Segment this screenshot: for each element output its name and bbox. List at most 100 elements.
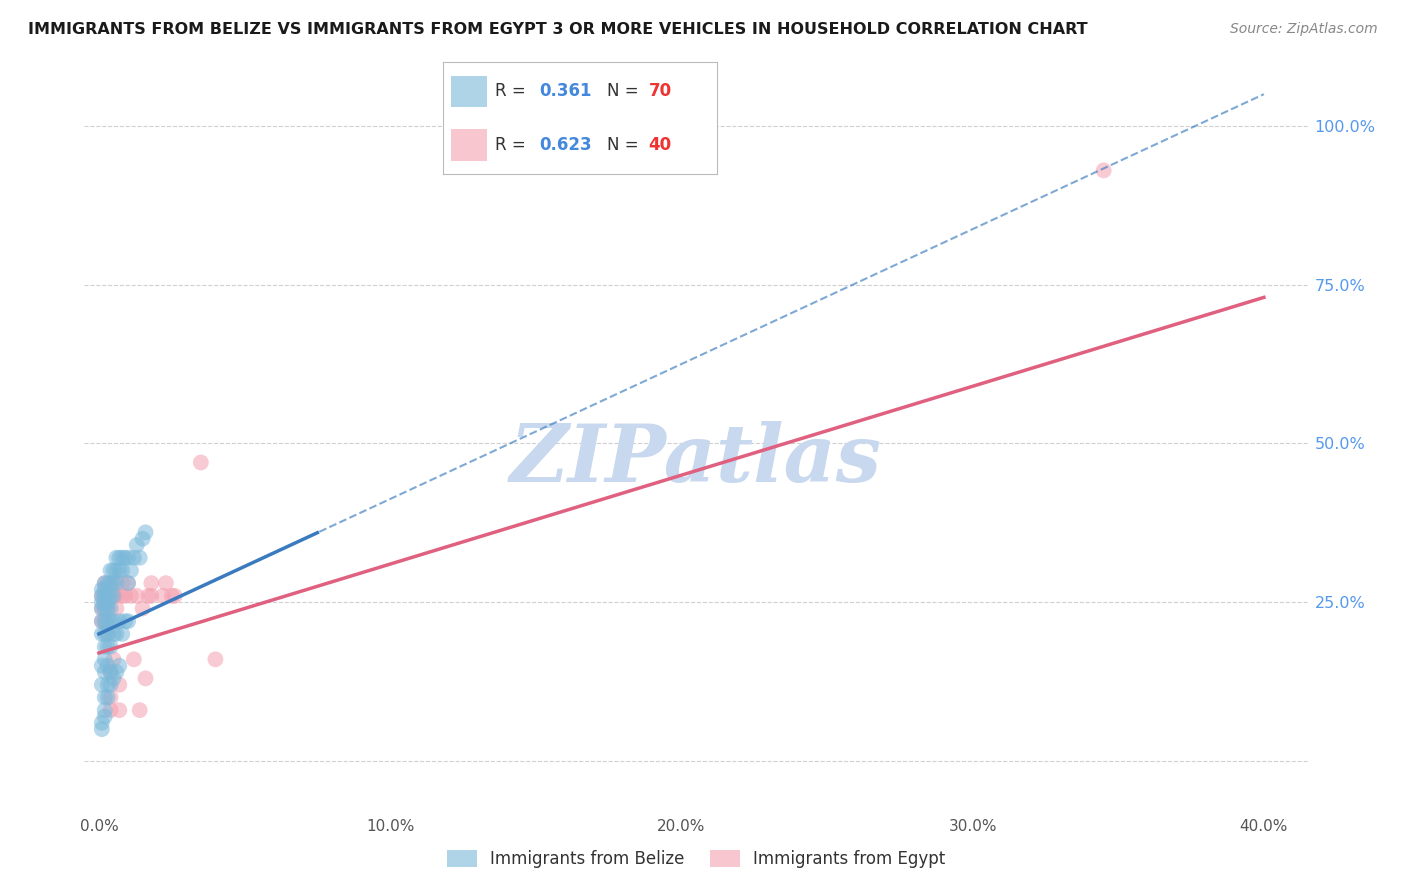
Point — [93, 652, 115, 666]
Text: 0.361: 0.361 — [538, 82, 592, 101]
Point — [190, 455, 212, 469]
Point — [93, 589, 115, 603]
Point — [105, 550, 128, 565]
Point — [114, 589, 136, 603]
Point — [108, 703, 131, 717]
Text: 40: 40 — [648, 136, 672, 154]
Point — [131, 601, 153, 615]
Bar — [451, 76, 486, 107]
Point — [111, 576, 134, 591]
Text: R =: R = — [495, 82, 531, 101]
Point — [105, 576, 128, 591]
Text: IMMIGRANTS FROM BELIZE VS IMMIGRANTS FROM EGYPT 3 OR MORE VEHICLES IN HOUSEHOLD : IMMIGRANTS FROM BELIZE VS IMMIGRANTS FRO… — [28, 22, 1088, 37]
Point — [117, 576, 139, 591]
Text: R =: R = — [495, 136, 531, 154]
Point — [90, 658, 112, 673]
Point — [100, 703, 122, 717]
Point — [114, 614, 136, 628]
Point — [90, 614, 112, 628]
Point — [108, 658, 131, 673]
Point — [97, 640, 120, 654]
Point — [97, 589, 120, 603]
Point — [93, 601, 115, 615]
Point — [122, 550, 145, 565]
Point — [163, 589, 186, 603]
Point — [93, 576, 115, 591]
Point — [90, 601, 112, 615]
Point — [90, 595, 112, 609]
Point — [100, 640, 122, 654]
Point — [204, 652, 226, 666]
Text: 0.623: 0.623 — [538, 136, 592, 154]
Point — [100, 690, 122, 705]
Point — [97, 678, 120, 692]
Point — [105, 627, 128, 641]
Point — [93, 703, 115, 717]
Point — [122, 652, 145, 666]
Point — [131, 532, 153, 546]
Point — [97, 614, 120, 628]
Point — [93, 614, 115, 628]
Point — [125, 589, 148, 603]
Point — [97, 690, 120, 705]
Point — [93, 601, 115, 615]
Point — [97, 627, 120, 641]
Point — [105, 601, 128, 615]
Point — [90, 678, 112, 692]
Point — [100, 665, 122, 679]
Bar — [451, 129, 486, 161]
Point — [108, 550, 131, 565]
Point — [100, 614, 122, 628]
Point — [90, 582, 112, 597]
Point — [120, 589, 142, 603]
Point — [128, 703, 150, 717]
Point — [97, 576, 120, 591]
Point — [97, 658, 120, 673]
Point — [141, 589, 163, 603]
Point — [135, 525, 157, 540]
Point — [93, 589, 115, 603]
Point — [97, 601, 120, 615]
Point — [90, 601, 112, 615]
Point — [141, 576, 163, 591]
Point — [103, 589, 125, 603]
Text: Source: ZipAtlas.com: Source: ZipAtlas.com — [1230, 22, 1378, 37]
Point — [90, 722, 112, 736]
Point — [117, 550, 139, 565]
Point — [111, 589, 134, 603]
Point — [93, 640, 115, 654]
Point — [120, 563, 142, 577]
Point — [103, 652, 125, 666]
Point — [97, 627, 120, 641]
Point — [103, 589, 125, 603]
Point — [90, 614, 112, 628]
Point — [100, 576, 122, 591]
Point — [100, 665, 122, 679]
Point — [97, 589, 120, 603]
Point — [103, 614, 125, 628]
Point — [103, 563, 125, 577]
Point — [93, 665, 115, 679]
Point — [105, 665, 128, 679]
Text: 70: 70 — [648, 82, 672, 101]
Point — [100, 589, 122, 603]
Point — [90, 589, 112, 603]
Point — [103, 672, 125, 686]
Point — [128, 550, 150, 565]
Point — [117, 614, 139, 628]
Text: N =: N = — [607, 82, 644, 101]
Point — [93, 576, 115, 591]
Point — [111, 563, 134, 577]
Point — [160, 589, 183, 603]
Point — [108, 563, 131, 577]
Point — [90, 589, 112, 603]
Point — [93, 595, 115, 609]
Point — [111, 627, 134, 641]
Point — [108, 678, 131, 692]
Point — [100, 563, 122, 577]
Point — [117, 576, 139, 591]
Point — [138, 589, 160, 603]
Point — [93, 690, 115, 705]
Text: ZIPatlas: ZIPatlas — [510, 421, 882, 499]
Point — [97, 601, 120, 615]
